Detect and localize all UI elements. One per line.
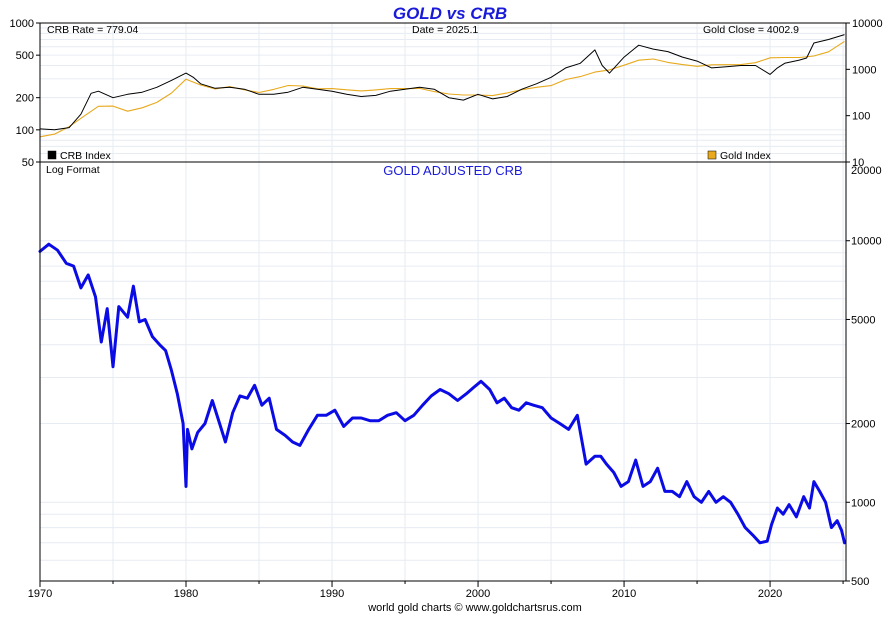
series-line-crb-index [39, 34, 845, 131]
chart-title: GOLD vs CRB [393, 4, 507, 23]
y-right-tick-label: 10000 [852, 18, 883, 30]
y-bottom-tick-label: 2000 [851, 419, 875, 431]
gold-close-label: Gold Close = 4002.9 [703, 24, 799, 36]
y-right-tick-label: 1000 [852, 64, 876, 76]
grid-layer [39, 23, 846, 581]
y-bottom-tick-label: 1000 [851, 497, 875, 509]
bottom-panel-frame [39, 161, 847, 582]
x-tick-label: 2010 [612, 588, 636, 600]
x-tick-label: 2000 [466, 588, 490, 600]
y-bottom-tick-label: 10000 [851, 236, 882, 248]
y-left-tick-label: 50 [22, 157, 34, 169]
y-left-tick-label: 100 [16, 125, 34, 137]
y-left-tick-label: 200 [16, 93, 34, 105]
y-right-tick-label: 10 [852, 157, 864, 169]
legend-crb-label: CRB Index [60, 150, 112, 162]
tick-layer: 1970 1980 1990 2000 2010 2020 1000 500 200 100 50 1… [10, 18, 883, 600]
x-tick-label: 2020 [758, 588, 782, 600]
crb-rate-label: CRB Rate = 779.04 [47, 24, 139, 36]
x-tick-label: 1990 [320, 588, 344, 600]
log-format-label: Log Format [46, 164, 100, 176]
y-right-tick-label: 100 [852, 111, 870, 123]
x-tick-label: 1970 [28, 588, 52, 600]
legend-gold-swatch [707, 150, 717, 160]
footer-credit: world gold charts © www.goldchartsrus.co… [367, 602, 582, 614]
y-bottom-tick-label: 500 [851, 576, 869, 588]
y-bottom-tick-label: 5000 [851, 314, 875, 326]
series-line-gold-adjusted-crb [38, 242, 846, 545]
y-left-tick-label: 500 [16, 50, 34, 62]
y-bottom-tick-label: 20000 [851, 165, 882, 177]
adjusted-chart-title: GOLD ADJUSTED CRB [383, 163, 522, 178]
legend-gold-label: Gold Index [720, 150, 772, 162]
y-left-tick-label: 1000 [10, 18, 34, 30]
x-tick-label: 1980 [174, 588, 198, 600]
series-line-gold-index [39, 40, 845, 138]
legend-crb-swatch [47, 150, 57, 160]
date-label: Date = 2025.1 [412, 24, 478, 36]
series-layer [38, 34, 846, 545]
